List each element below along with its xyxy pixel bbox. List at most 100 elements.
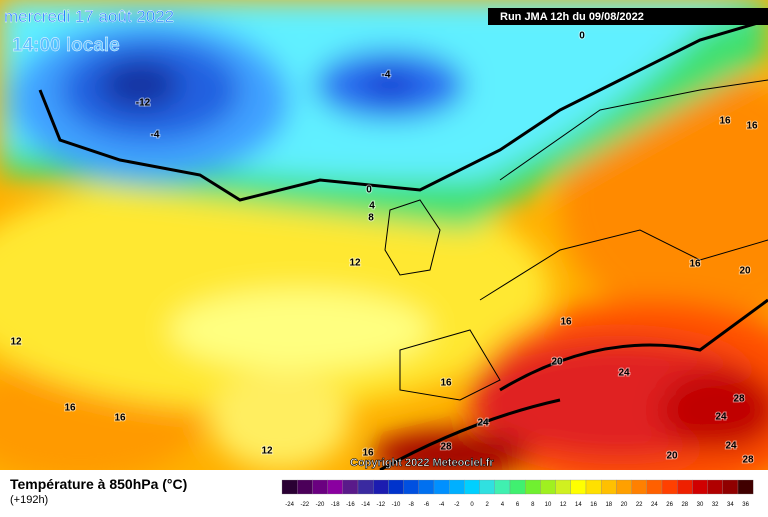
scale-tick-label: -16 xyxy=(346,502,355,508)
run-info: Run JMA 12h du 09/08/2022 xyxy=(500,11,644,23)
contour-label: 8 xyxy=(368,213,374,224)
contour-label: 28 xyxy=(440,442,452,453)
scale-tick-label: 36 xyxy=(742,502,749,508)
map: mercredi 17 août 2022 14:00 locale Run J… xyxy=(0,0,768,470)
contour-label: 24 xyxy=(725,441,737,452)
scale-tick-label: 6 xyxy=(516,502,520,508)
scale-cell xyxy=(342,479,359,495)
contour-label: 16 xyxy=(64,403,76,414)
scale-tick-label: 4 xyxy=(501,502,505,508)
scale-cell xyxy=(585,479,602,495)
scale-cell xyxy=(494,479,511,495)
scale-cell xyxy=(737,479,754,495)
scale-tick-label: -12 xyxy=(376,502,385,508)
contour-label: -4 xyxy=(382,70,391,81)
scale-cell xyxy=(631,479,647,495)
scale-tick-label: -6 xyxy=(424,502,430,508)
scale-cell xyxy=(707,479,723,495)
scale-tick-label: 14 xyxy=(575,502,582,508)
contour-label: 24 xyxy=(618,368,630,379)
contour-label: 16 xyxy=(560,317,572,328)
scale-cell xyxy=(601,479,617,495)
scale-cell xyxy=(297,479,313,495)
scale-tick-label: -4 xyxy=(439,502,445,508)
scale-tick-label: 0 xyxy=(470,502,474,508)
scale-tick-label: -18 xyxy=(331,502,340,508)
scale-tick-label: -20 xyxy=(316,502,325,508)
copyright: Copyright 2022 Meteociel.fr xyxy=(350,457,494,469)
contour-labels: 0 -4 -12 -4 16 16 0 48 12 16 20 12 16 20 24 16 28 16 16 24 2… xyxy=(9,30,759,467)
scale-cell xyxy=(464,479,480,495)
scale-tick-label: 24 xyxy=(651,502,658,508)
date: mercredi 17 août 2022 xyxy=(4,7,174,26)
scale-tick-label: -8 xyxy=(409,502,415,508)
scale-cell xyxy=(616,479,632,495)
scale-cell xyxy=(722,479,739,495)
scale-cell xyxy=(646,479,663,495)
contour-label: -12 xyxy=(136,98,151,109)
contour-label: 12 xyxy=(349,258,361,269)
scale-cell xyxy=(312,479,328,495)
scale-tick-label: 8 xyxy=(531,502,535,508)
scale-cell xyxy=(327,479,343,495)
scale-cell xyxy=(373,479,389,495)
contour-label: 16 xyxy=(114,413,126,424)
scale-tick-label: 2 xyxy=(486,502,490,508)
scale-cell xyxy=(403,479,419,495)
color-scale: -24 -22 -20 -18 -16 -14 -12 -10 -8 -6 -4 -2 0 2 4 6 8 10 1… xyxy=(281,479,754,508)
scale-tick-label: -22 xyxy=(300,502,309,508)
contour-label: 4 xyxy=(369,201,375,212)
contour-label: 16 xyxy=(689,259,701,270)
contour-label: 24 xyxy=(715,412,727,423)
scale-tick-label: 28 xyxy=(681,502,688,508)
legend-title: Température à 850hPa (°C) xyxy=(10,476,187,492)
scale-cell xyxy=(388,479,404,495)
scale-cell xyxy=(357,479,374,495)
contour-label: 0 xyxy=(579,31,585,42)
scale-cell xyxy=(525,479,541,495)
scale-cell xyxy=(661,479,678,495)
scale-cell xyxy=(509,479,526,495)
forecast-lead: (+192h) xyxy=(10,494,48,506)
scale-cell xyxy=(433,479,450,495)
scale-tick-label: 20 xyxy=(621,502,628,508)
scale-cell xyxy=(570,479,587,495)
scale-cell xyxy=(418,479,435,495)
scale-cell xyxy=(555,479,571,495)
scale-cell xyxy=(692,479,708,495)
contour-label: 20 xyxy=(666,451,678,462)
scale-tick-label: 22 xyxy=(636,502,643,508)
scale-cell xyxy=(449,479,465,495)
scale-tick-label: 16 xyxy=(590,502,597,508)
contour-label: 0 xyxy=(366,185,372,196)
scale-tick-label: 26 xyxy=(666,502,673,508)
scale-tick-label: 10 xyxy=(545,502,552,508)
scale-tick-label: 32 xyxy=(712,502,719,508)
scale-tick-label: -24 xyxy=(285,502,294,508)
contour-label: 28 xyxy=(742,455,754,466)
contour-label: 12 xyxy=(10,337,22,348)
contour-label: 12 xyxy=(261,446,273,457)
contour-label: 16 xyxy=(746,121,758,132)
contour-label: 20 xyxy=(739,266,751,277)
scale-cell xyxy=(677,479,693,495)
scale-tick-label: 30 xyxy=(697,502,704,508)
scale-tick-label: -2 xyxy=(454,502,460,508)
contour-label: 16 xyxy=(362,448,374,459)
scale-cell xyxy=(540,479,556,495)
contour-label: 16 xyxy=(440,378,452,389)
scale-tick-label: 18 xyxy=(605,502,612,508)
contour-label: 16 xyxy=(719,116,731,127)
scale-tick-label: -14 xyxy=(361,502,370,508)
local-time: 14:00 locale xyxy=(12,35,120,56)
scale-tick-label: 34 xyxy=(727,502,734,508)
contour-label: 24 xyxy=(477,418,489,429)
contour-label: 28 xyxy=(733,394,745,405)
scale-cell xyxy=(479,479,495,495)
contour-label: 20 xyxy=(551,357,563,368)
scale-tick-label: -10 xyxy=(392,502,401,508)
scale-tick-label: 12 xyxy=(560,502,567,508)
contour-label: -4 xyxy=(151,130,160,141)
scale-cell xyxy=(281,479,298,495)
